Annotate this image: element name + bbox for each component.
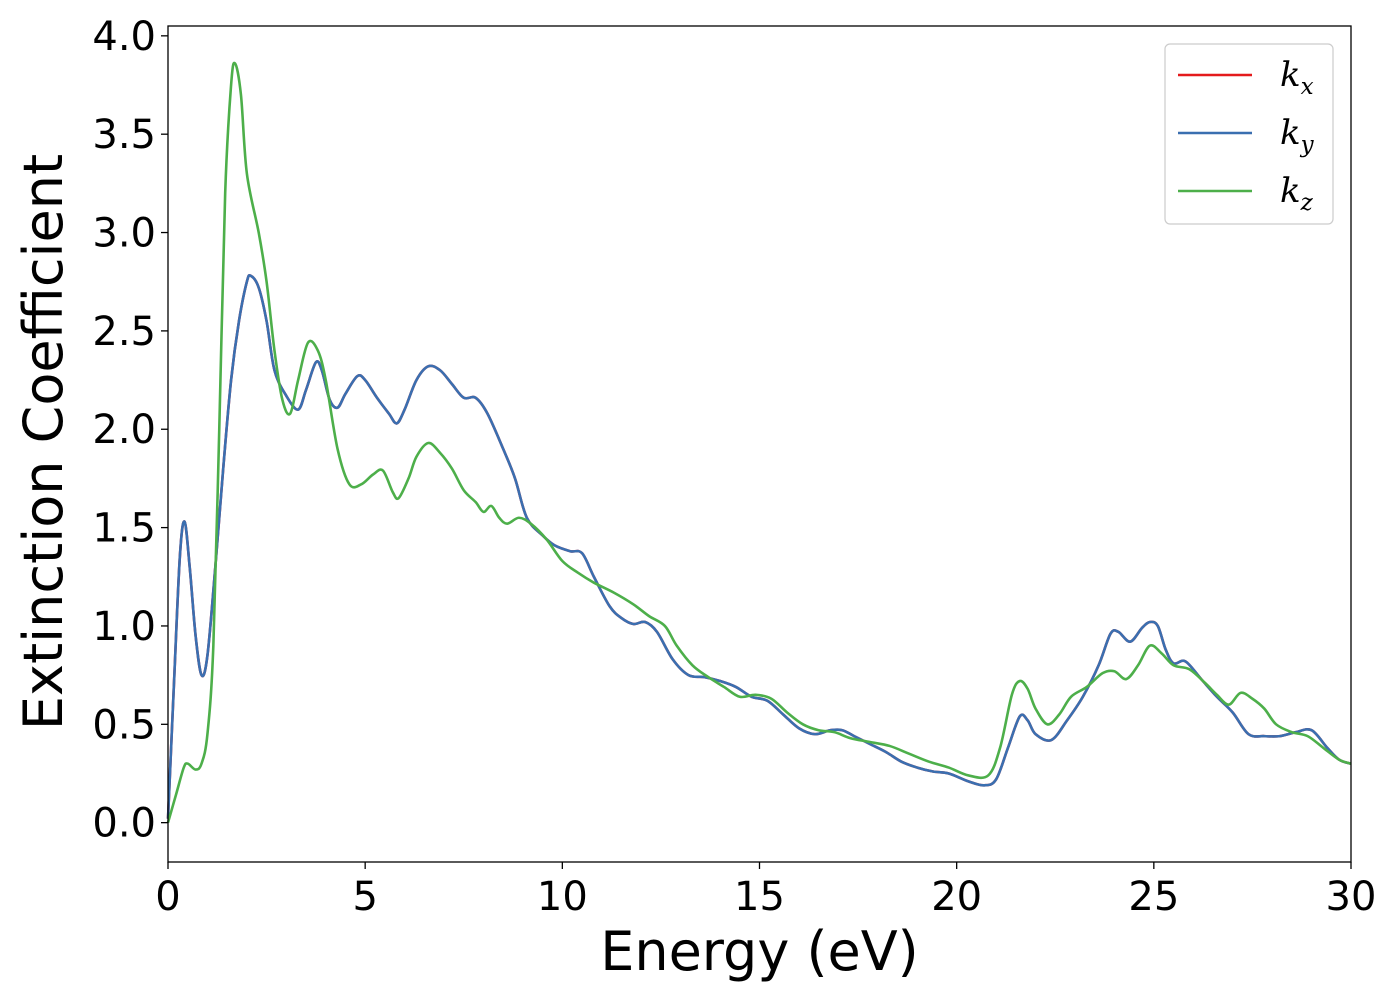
x-tick-label: 25 (1128, 874, 1179, 920)
series-line-z (166, 61, 1352, 824)
x-tick-label: 10 (537, 874, 588, 920)
x-tick-label: 0 (155, 874, 180, 920)
x-axis: 0 5 10 15 20 25 30 (155, 862, 1376, 920)
legend: kx ky kz (1164, 43, 1334, 225)
y-tick-label: 2.5 (92, 309, 156, 355)
x-axis-label: Energy (eV) (600, 920, 919, 983)
y-tick-label: 1.5 (92, 506, 156, 552)
x-tick-label: 30 (1326, 874, 1377, 920)
y-axis-label: Extinction Coefficient (12, 154, 75, 730)
legend-label-y: ky (1280, 113, 1315, 158)
x-tick-label: 15 (734, 874, 785, 920)
series-layer (166, 61, 1352, 824)
legend-label-z: kz (1280, 171, 1314, 216)
legend-label-x: kx (1280, 55, 1314, 100)
x-tick-label: 20 (931, 874, 982, 920)
y-tick-label: 0.0 (92, 801, 156, 847)
y-axis: 0.0 0.5 1.0 1.5 2.0 2.5 3.0 3.5 4.0 (92, 14, 168, 847)
series-line-y (166, 273, 1352, 819)
y-tick-label: 1.0 (92, 604, 156, 650)
x-tick-label: 5 (352, 874, 377, 920)
y-tick-label: 3.0 (92, 211, 156, 257)
y-tick-label: 2.0 (92, 407, 156, 453)
y-tick-label: 4.0 (92, 14, 156, 60)
y-tick-label: 3.5 (92, 112, 156, 158)
y-tick-label: 0.5 (92, 702, 156, 748)
